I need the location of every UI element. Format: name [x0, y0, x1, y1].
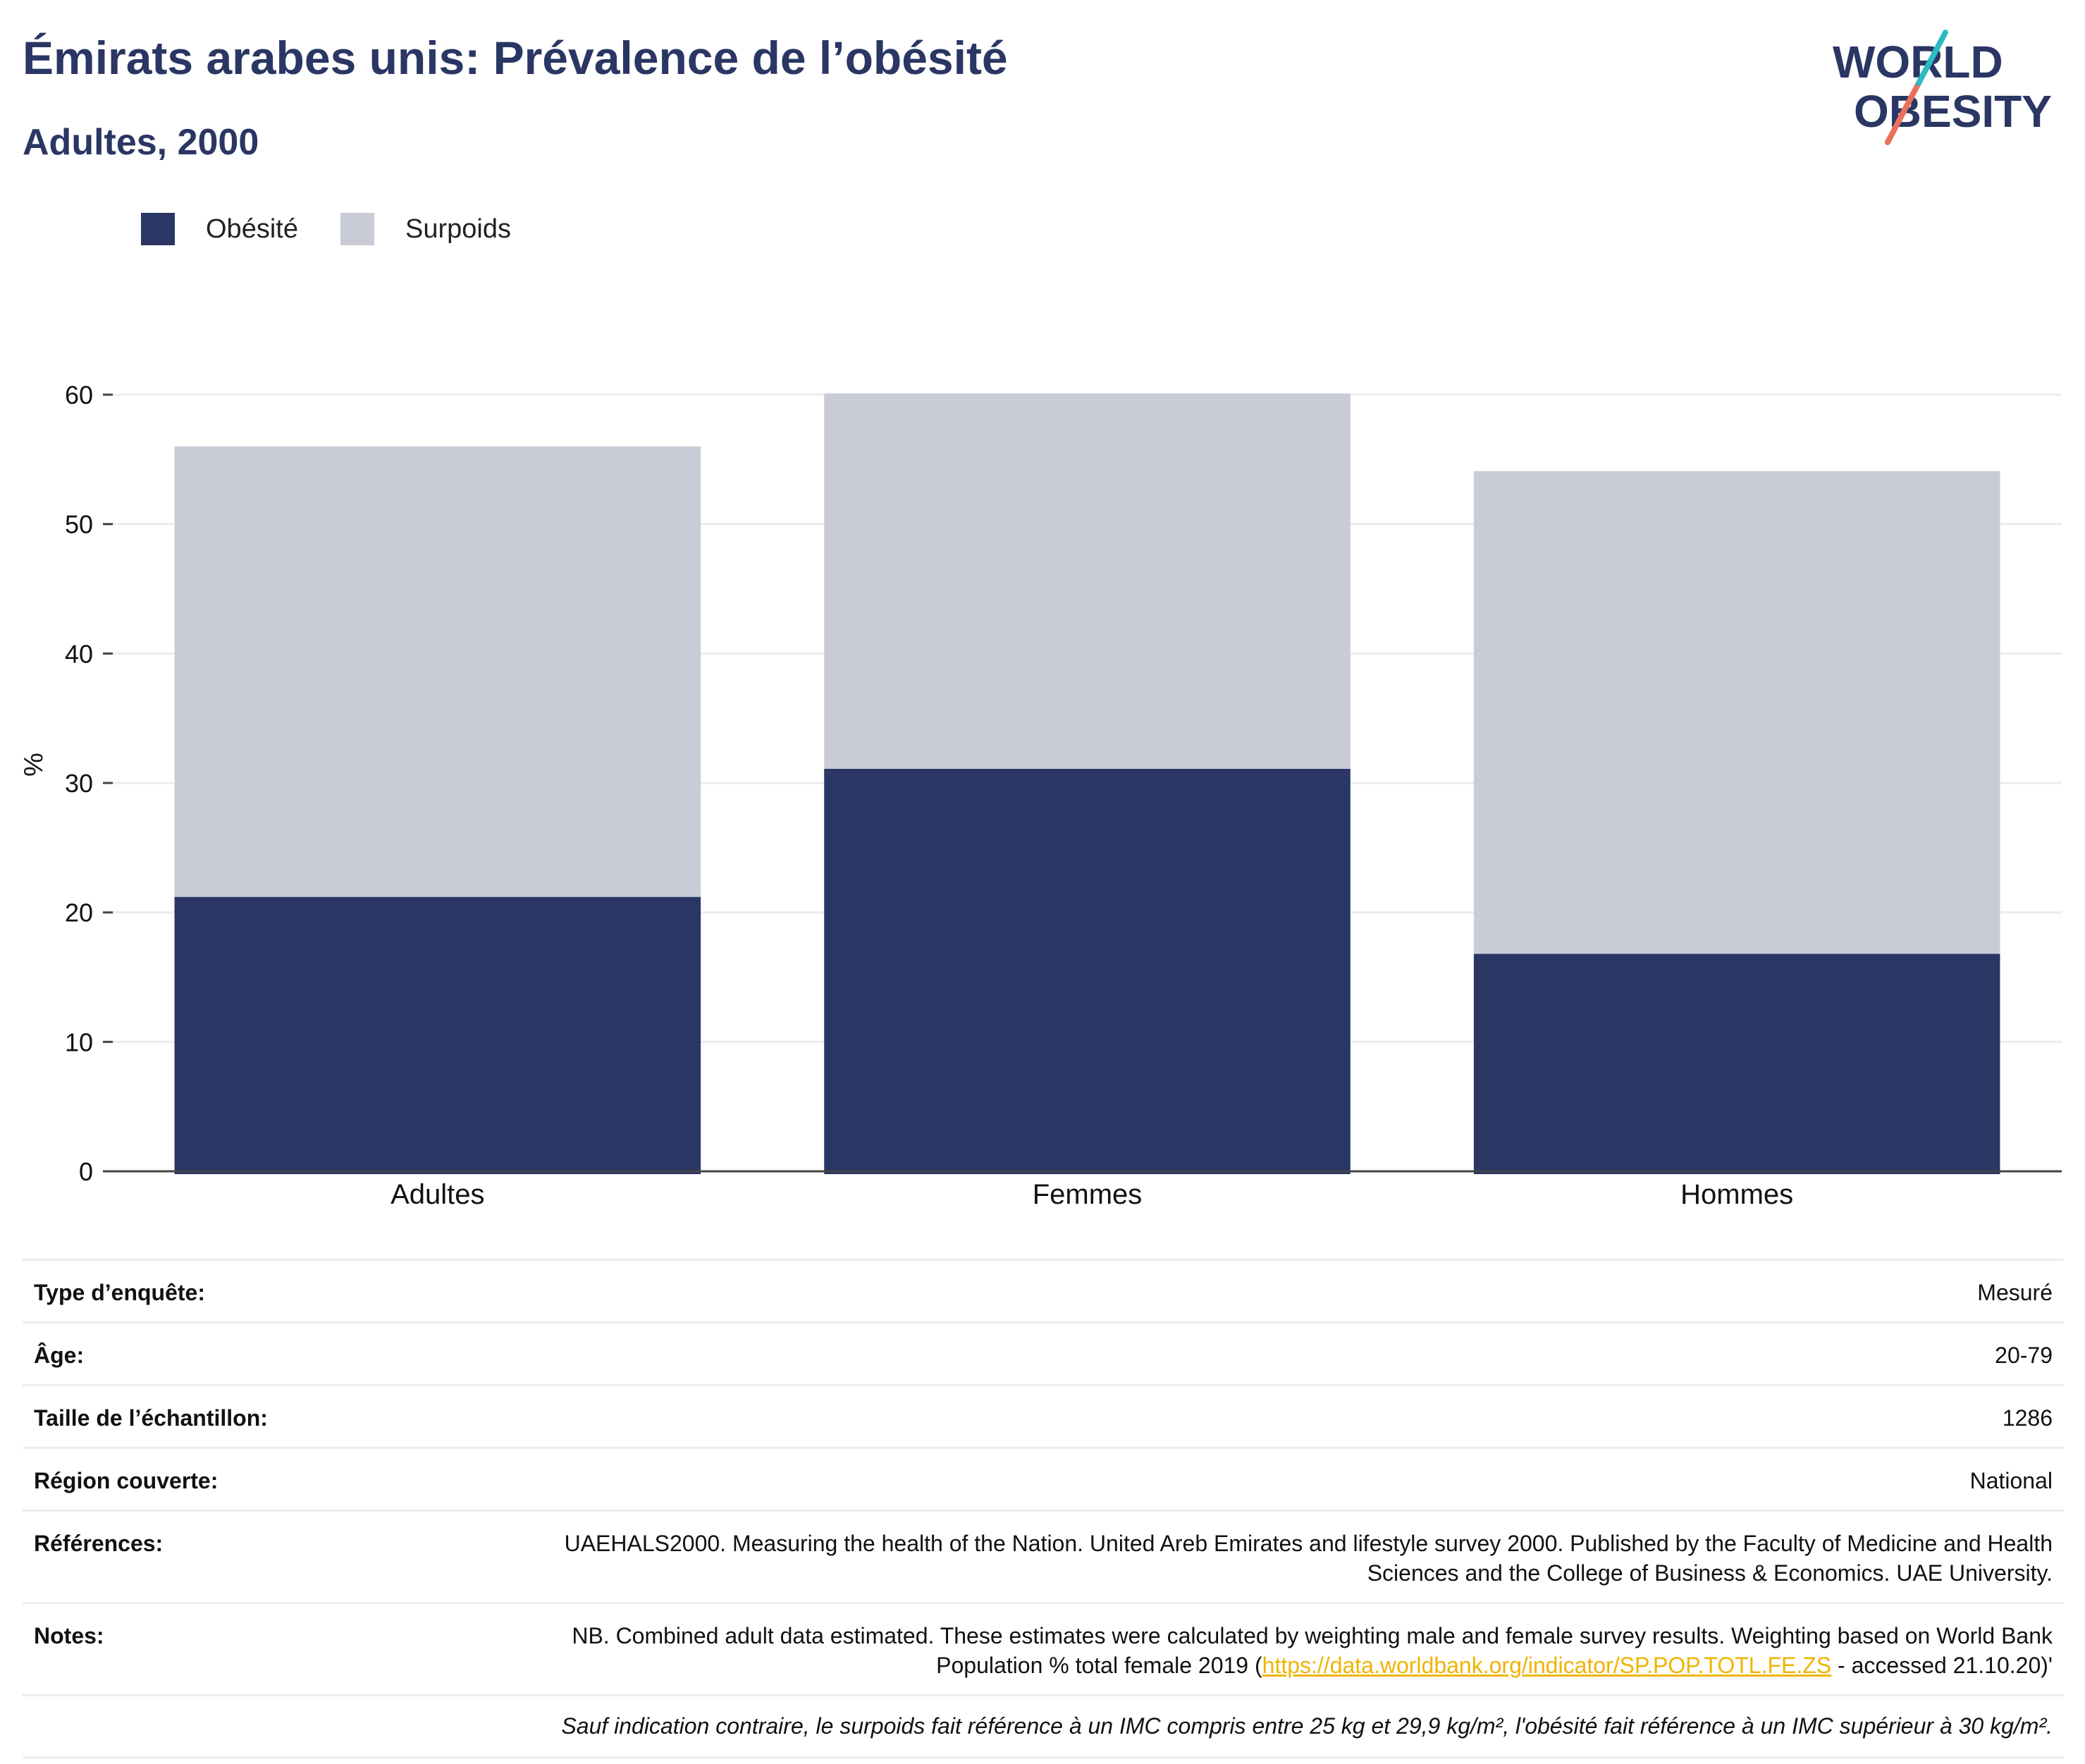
info-row-notes: Notes: NB. Combined adult data estimated…: [23, 1602, 2064, 1694]
bar-obesite-adultes: [174, 896, 701, 1174]
info-row-sample-size: Taille de l’échantillon: 1286: [23, 1384, 2064, 1447]
y-tick-label: 0: [79, 1157, 93, 1186]
info-label: Type d’enquête:: [34, 1280, 205, 1305]
logo-teal-stroke: [1916, 30, 1948, 86]
info-value: 20-79: [1995, 1343, 2053, 1368]
y-tick-label: 10: [65, 1028, 93, 1056]
legend-label-obesite: Obésité: [206, 214, 298, 244]
bar-surpoids-adultes: [174, 446, 701, 897]
legend-item-obesite[interactable]: Obésité: [141, 213, 298, 245]
legend-swatch-surpoids: [340, 213, 374, 245]
legend-item-surpoids[interactable]: Surpoids: [340, 213, 511, 245]
chart-legend: Obésité Surpoids: [141, 211, 553, 247]
logo-text-line2: OBESITY: [1854, 86, 2052, 137]
info-row-survey-type: Type d’enquête: Mesuré: [23, 1259, 2064, 1321]
info-label: Références:: [34, 1531, 164, 1556]
info-value: Mesuré: [1977, 1280, 2053, 1305]
notes-text-after: - accessed 21.10.20)': [1831, 1653, 2053, 1678]
x-tick-label: Adultes: [390, 1179, 484, 1210]
survey-info-table: Type d’enquête: Mesuré Âge: 20-79 Taille…: [23, 1259, 2064, 1758]
info-value: National: [1969, 1468, 2053, 1493]
info-row-references: Références: UAEHALS2000. Measuring the h…: [23, 1510, 2064, 1602]
axes: 0 10 20 30 40 50 60 Adultes Femmes Hommes: [65, 381, 2062, 1210]
info-label: Région couverte:: [34, 1468, 219, 1493]
stacked-bar-chart: 0 10 20 30 40 50 60 Adultes Femmes Hommes %: [19, 381, 2062, 1210]
y-tick-label: 40: [65, 639, 93, 668]
y-tick-label: 50: [65, 510, 93, 539]
info-row-age: Âge: 20-79: [23, 1321, 2064, 1384]
info-label: Notes:: [34, 1623, 104, 1648]
bmi-definition-footnote: Sauf indication contraire, le surpoids f…: [23, 1694, 2064, 1758]
world-obesity-logo: WORLD OBESITY: [1833, 30, 2052, 145]
bar-surpoids-femmes: [824, 393, 1351, 769]
info-label: Taille de l’échantillon:: [34, 1405, 268, 1431]
y-tick-label: 60: [65, 381, 93, 409]
worldbank-link[interactable]: https://data.worldbank.org/indicator/SP.…: [1262, 1653, 1832, 1678]
y-tick-label: 30: [65, 769, 93, 798]
legend-swatch-obesite: [141, 213, 175, 245]
info-label: Âge:: [34, 1343, 85, 1368]
info-value: 1286: [2002, 1405, 2053, 1431]
chart-subtitle: Adultes, 2000: [23, 122, 259, 163]
bar-obesite-femmes: [824, 768, 1351, 1174]
info-row-region: Région couverte: National: [23, 1447, 2064, 1510]
bars: [174, 393, 2000, 1174]
y-tick-label: 20: [65, 899, 93, 927]
notes-text-before: NB. Combined adult data estimated. These…: [572, 1623, 2053, 1678]
legend-label-surpoids: Surpoids: [405, 214, 511, 244]
bar-surpoids-hommes: [1473, 471, 2000, 954]
info-value: UAEHALS2000. Measuring the health of the…: [564, 1531, 2053, 1586]
x-tick-label: Femmes: [1033, 1179, 1143, 1210]
chart-title: Émirats arabes unis: Prévalence de l’obé…: [23, 32, 1008, 84]
y-axis-label: %: [19, 753, 49, 777]
bar-obesite-hommes: [1473, 954, 2000, 1174]
info-value: NB. Combined adult data estimated. These…: [516, 1621, 2053, 1680]
logo-coral-stroke: [1885, 80, 1921, 145]
x-tick-label: Hommes: [1680, 1179, 1793, 1210]
